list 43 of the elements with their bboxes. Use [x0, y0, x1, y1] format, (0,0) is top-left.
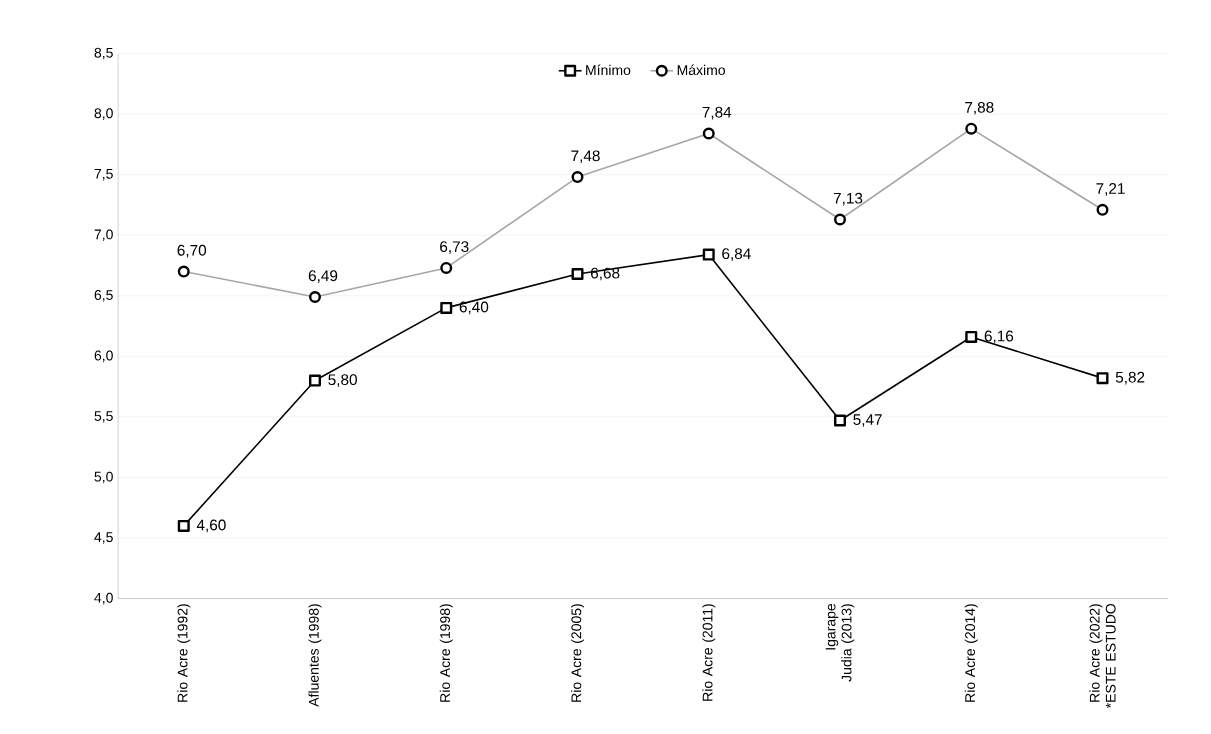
data-label: 5,47: [853, 414, 882, 427]
point: [440, 301, 453, 314]
y-tick-label: 8,5: [94, 47, 113, 60]
x-tick-label: Igarape Judia (2013): [825, 603, 855, 682]
x-tick-label: Rio Acre (2011): [702, 603, 716, 701]
y-tick-label: 7,0: [94, 229, 113, 241]
data-label: 7,88: [965, 101, 994, 115]
y-tick-label: 4,0: [94, 592, 113, 605]
data-label: 4,60: [196, 519, 226, 533]
legend-label: Máximo: [677, 64, 726, 75]
legend-label: Mínimo: [586, 64, 631, 75]
y-tick-label: 4,5: [94, 532, 113, 544]
point: [834, 414, 846, 427]
x-tick-label: Rio Acre (1998): [439, 603, 453, 702]
x-tick-label: Rio Acre (2005): [570, 603, 585, 702]
data-label: 6,70: [177, 244, 207, 258]
data-label: 6,49: [308, 270, 338, 283]
data-label: 7,84: [702, 106, 732, 120]
y-tick-label: 5,5: [94, 411, 113, 423]
x-tick-label: Rio Acre (1992): [177, 603, 191, 702]
point: [965, 330, 978, 343]
data-label: 7,13: [833, 192, 863, 206]
x-tick-label: Rio Acre (2014): [964, 603, 978, 702]
point: [177, 519, 190, 532]
point: [309, 374, 322, 387]
data-label: 6,16: [984, 330, 1014, 344]
point: [702, 248, 715, 261]
data-label: 5,82: [1115, 371, 1145, 385]
y-tick-label: 7,5: [94, 168, 113, 181]
x-tick-label: Rio Acre (2022) *ESTE ESTUDO: [1089, 603, 1116, 708]
point: [1096, 371, 1109, 384]
y-tick-label: 5,0: [94, 471, 113, 484]
data-label: 6,84: [722, 248, 751, 261]
y-tick-label: 6,5: [94, 289, 113, 302]
data-label: 7,21: [1096, 182, 1125, 196]
data-label: 6,73: [440, 241, 469, 254]
point: [571, 267, 584, 280]
y-tick-label: 6,0: [94, 350, 113, 362]
y-tick-label: 8,0: [94, 108, 113, 120]
x-tick-label: Afluentes (1998): [308, 603, 322, 707]
data-label: 6,40: [459, 301, 489, 315]
data-label: 7,48: [571, 150, 600, 163]
data-label: 5,80: [328, 374, 357, 387]
